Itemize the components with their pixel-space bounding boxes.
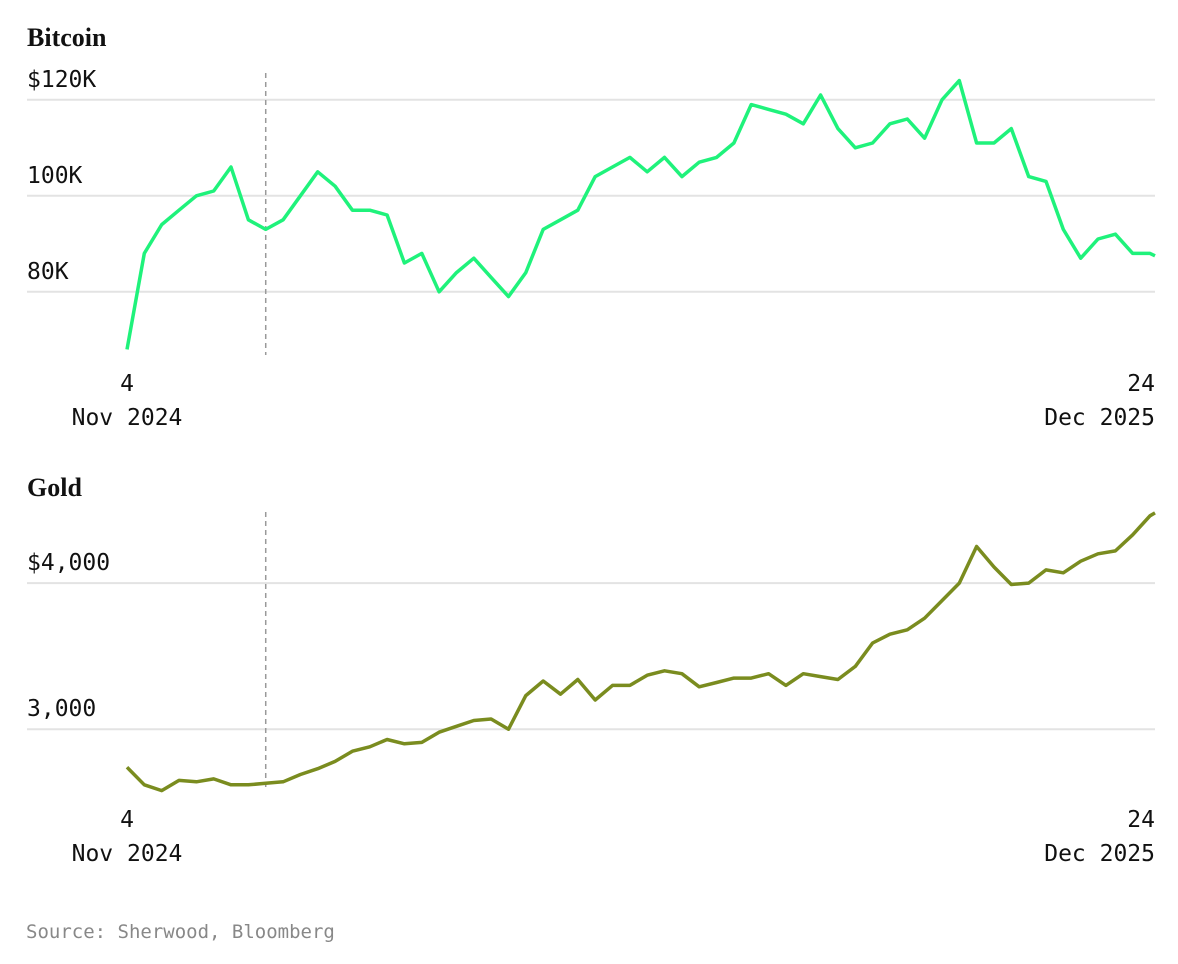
chart-title: Gold [27,473,82,502]
x-tick-label: 24 [1127,807,1155,833]
y-tick-label: $4,000 [27,550,110,576]
x-tick-label: 4 [120,371,134,397]
x-tick-label: Dec 2025 [1044,405,1155,431]
x-tick-label: Dec 2025 [1044,841,1155,867]
x-tick-label: Nov 2024 [72,405,183,431]
y-tick-label: $120K [27,67,96,93]
y-tick-label: 100K [27,163,83,189]
x-tick-label: 24 [1127,371,1155,397]
x-tick-label: 4 [120,807,134,833]
y-tick-label: 80K [27,259,69,285]
price-line [125,78,1156,350]
chart-title: Bitcoin [27,23,107,52]
x-tick-label: Nov 2024 [72,841,183,867]
y-tick-label: 3,000 [27,696,96,722]
price-line [125,511,1156,793]
source-note: Source: Sherwood, Bloomberg [26,921,335,943]
